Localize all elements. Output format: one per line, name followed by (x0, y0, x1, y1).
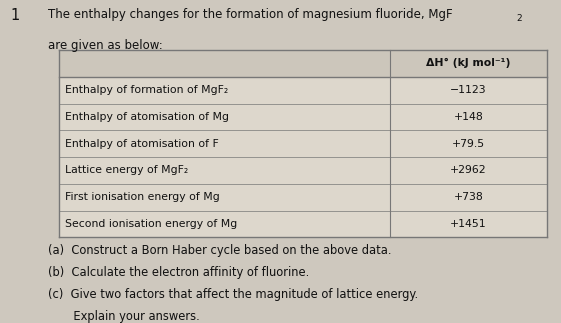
Text: Enthalpy of formation of MgF₂: Enthalpy of formation of MgF₂ (65, 85, 228, 95)
Text: The enthalpy changes for the formation of magnesium fluoride, MgF: The enthalpy changes for the formation o… (48, 8, 452, 21)
Text: −1123: −1123 (450, 85, 487, 95)
Text: (a)  Construct a Born Haber cycle based on the above data.: (a) Construct a Born Haber cycle based o… (48, 244, 391, 257)
Text: Enthalpy of atomisation of F: Enthalpy of atomisation of F (65, 139, 218, 149)
Text: (b)  Calculate the electron affinity of fluorine.: (b) Calculate the electron affinity of f… (48, 266, 309, 279)
Text: +738: +738 (453, 192, 484, 202)
Text: (c)  Give two factors that affect the magnitude of lattice energy.: (c) Give two factors that affect the mag… (48, 288, 418, 301)
Text: +1451: +1451 (450, 219, 487, 229)
Text: +2962: +2962 (450, 165, 487, 175)
Text: +148: +148 (453, 112, 484, 122)
Text: ΔH° (kJ mol⁻¹): ΔH° (kJ mol⁻¹) (426, 58, 511, 68)
Text: Explain your answers.: Explain your answers. (48, 310, 199, 323)
Text: are given as below:: are given as below: (48, 39, 163, 52)
Text: Lattice energy of MgF₂: Lattice energy of MgF₂ (65, 165, 188, 175)
Text: Second ionisation energy of Mg: Second ionisation energy of Mg (65, 219, 237, 229)
Text: +79.5: +79.5 (452, 139, 485, 149)
Text: First ionisation energy of Mg: First ionisation energy of Mg (65, 192, 219, 202)
Text: 1: 1 (10, 8, 19, 23)
Text: 2: 2 (517, 14, 522, 23)
Text: Enthalpy of atomisation of Mg: Enthalpy of atomisation of Mg (65, 112, 228, 122)
